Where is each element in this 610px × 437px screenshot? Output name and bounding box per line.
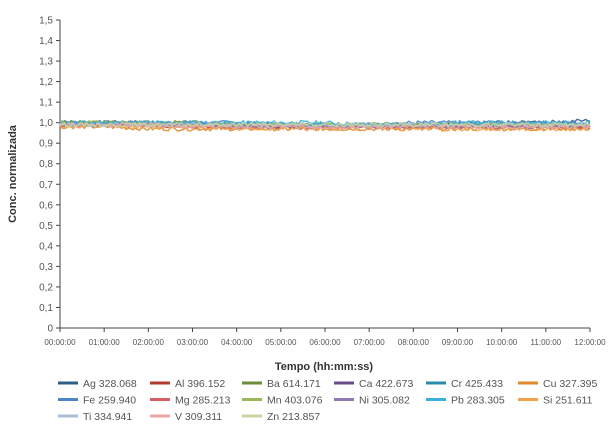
y-tick-label: 1,0 [39, 118, 53, 129]
y-tick-label: 0,9 [39, 139, 53, 150]
x-tick-label: 12:00:00 [574, 338, 606, 347]
legend-label: Cr 425.433 [451, 378, 503, 390]
legend-label: Si 251.611 [543, 395, 593, 407]
y-tick-label: 0,3 [39, 262, 53, 273]
x-axis: 00:00:00 01:00:00 02:00:00 03:00:00 04:00:00… [44, 327, 606, 347]
x-tick-label: 03:00:00 [177, 338, 209, 347]
series-lines [59, 118, 591, 132]
x-tick-label: 01:00:00 [89, 338, 121, 347]
y-tick-label: 0,8 [39, 159, 53, 170]
x-tick-label: 06:00:00 [309, 338, 341, 347]
x-tick-label: 11:00:00 [531, 338, 562, 347]
y-axis: 0 0,1 0,2 0,3 0,4 0,5 0,6 0,7 0,8 0,9 1,0 1,1 1,2 1,3… [39, 16, 61, 335]
legend-label: Ni 305.082 [359, 395, 410, 407]
x-tick-label: 04:00:00 [221, 338, 253, 347]
y-tick-label: 1,5 [39, 16, 53, 27]
x-axis-title: Tempo (hh:mm:ss) [275, 361, 374, 373]
y-tick-label: 0,1 [39, 303, 53, 314]
x-tick-label: 02:00:00 [133, 338, 165, 347]
legend-label: Zn 213.857 [267, 411, 320, 423]
y-tick-label: 0,7 [39, 180, 53, 191]
y-tick-label: 0,5 [39, 221, 53, 232]
legend: Ag 328.068 Al 396.152 Ba 614.171 Ca 422.673… [58, 378, 597, 423]
legend-label: Cu 327.395 [543, 378, 597, 390]
y-tick-label: 0,2 [39, 282, 53, 293]
y-tick-label: 0 [47, 324, 53, 335]
y-tick-label: 1,3 [39, 57, 53, 68]
x-tick-label: 05:00:00 [265, 338, 297, 347]
x-tick-label: 08:00:00 [398, 338, 430, 347]
legend-label: Fe 259.940 [83, 395, 136, 407]
legend-label: Mn 403.076 [267, 395, 323, 407]
y-tick-label: 1,2 [39, 77, 53, 88]
x-tick-label: 10:00:00 [486, 338, 518, 347]
y-tick-label: 1,1 [39, 98, 53, 109]
y-tick-label: 1,4 [39, 36, 53, 47]
legend-label: Mg 285.213 [175, 395, 231, 407]
x-tick-label: 07:00:00 [354, 338, 386, 347]
x-tick-label: 00:00:00 [44, 338, 76, 347]
legend-label: Ag 328.068 [83, 378, 137, 390]
x-tick-label: 09:00:00 [442, 338, 474, 347]
legend-label: Ca 422.673 [359, 378, 413, 390]
legend-label: Ba 614.171 [267, 378, 321, 390]
legend-label: Al 396.152 [175, 378, 225, 390]
y-axis-title: Conc. normalizada [7, 124, 19, 223]
legend-label: Ti 334.941 [83, 411, 132, 423]
series-line [59, 121, 591, 128]
legend-label: V 309.311 [175, 411, 222, 423]
y-tick-label: 0,4 [39, 241, 53, 252]
y-tick-label: 0,6 [39, 200, 53, 211]
legend-label: Pb 283.305 [451, 395, 505, 407]
